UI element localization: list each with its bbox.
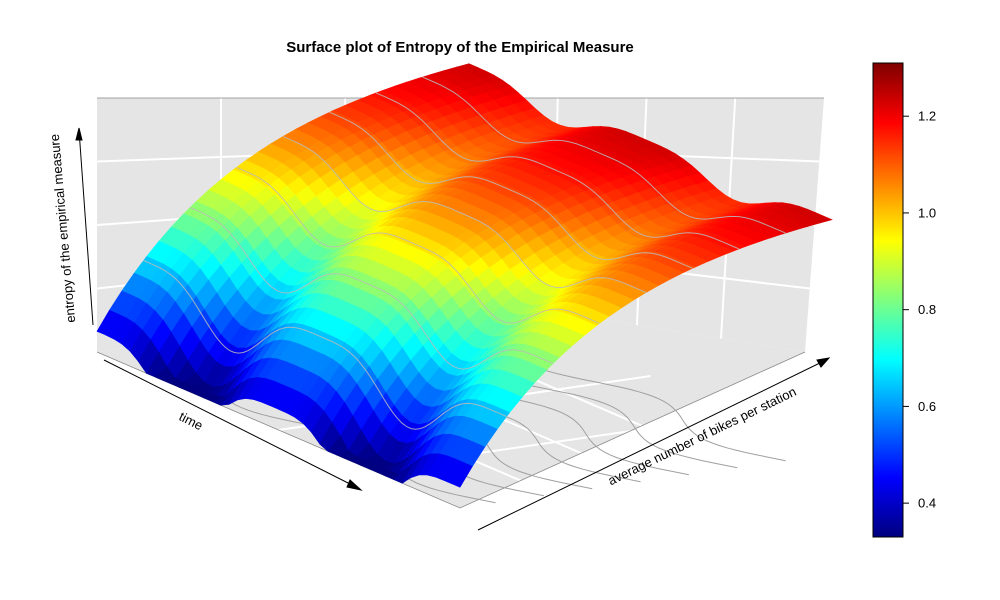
colorbar [872, 62, 904, 538]
y-axis-arrow [477, 359, 827, 531]
colorbar-tick-label: 1.0 [918, 205, 936, 220]
surface-facet [451, 462, 473, 488]
surface-contour [189, 207, 554, 370]
z-axis-arrowhead [75, 127, 83, 141]
colorbar-tick-label: 0.6 [918, 399, 936, 414]
surface-mesh [96, 63, 833, 488]
colorbar-ticks: 0.4 0.6 0.8 1.0 1.2 [903, 109, 936, 511]
z-axis-label: entropy of the empirical measure [47, 133, 78, 323]
x-axis-arrowhead [346, 479, 363, 491]
z-axis-arrow [78, 129, 94, 326]
surface-contour [329, 111, 693, 269]
surface-contour [422, 76, 786, 234]
surface-contour [282, 136, 647, 293]
surface-contours [143, 76, 786, 430]
x-axis-arrow [103, 359, 359, 489]
colorbar-tick-label: 0.4 [918, 496, 936, 511]
surface-contour [375, 92, 740, 250]
axis-arrows [75, 127, 831, 531]
colorbar-tick-label: 1.2 [918, 109, 936, 124]
x-axis-label: time [177, 409, 206, 434]
surface-contour [236, 166, 600, 324]
y-axis-arrowhead [816, 357, 831, 368]
chart-title: Surface plot of Entropy of the Empirical… [286, 39, 634, 56]
colorbar-tick-label: 0.8 [918, 302, 936, 317]
surface-contour [143, 260, 507, 430]
